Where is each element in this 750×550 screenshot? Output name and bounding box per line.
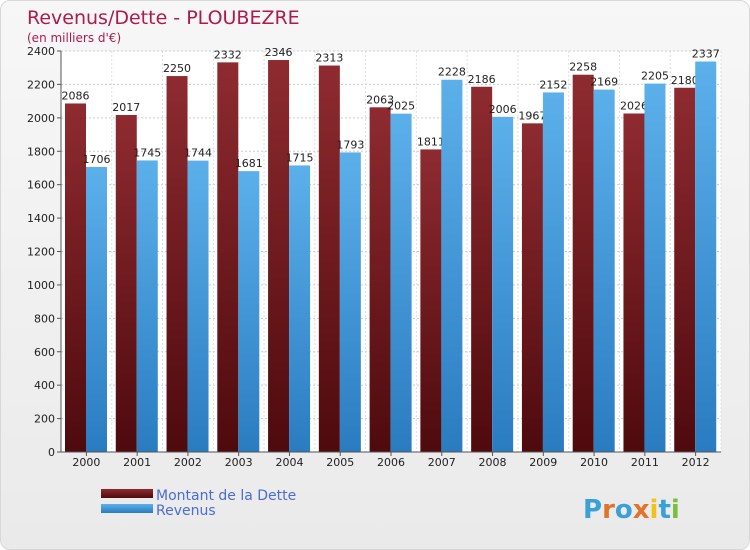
value-label-revenus-2000: 1706 [83, 153, 111, 166]
bar-revenus-2007 [441, 79, 463, 452]
y-tick-label: 1200 [27, 246, 55, 259]
value-label-debt-2010: 2258 [569, 61, 597, 74]
bar-revenus-2008 [492, 116, 514, 452]
bar-debt-2000 [65, 103, 86, 452]
y-tick-label: 1600 [27, 179, 55, 192]
bar-revenus-2003 [238, 171, 260, 452]
x-tick-label: 2012 [682, 456, 710, 469]
value-label-debt-2006: 2063 [366, 93, 394, 106]
y-tick-label: 400 [34, 379, 55, 392]
value-label-revenus-2010: 2169 [590, 76, 618, 89]
y-tick-label: 1400 [27, 212, 55, 225]
bar-debt-2005 [318, 65, 340, 452]
value-label-debt-2011: 2026 [620, 99, 648, 112]
legend: Montant de la Dette Revenus [101, 488, 296, 519]
bar-debt-2008 [471, 86, 493, 453]
value-label-debt-2003: 2332 [214, 48, 242, 61]
x-tick-label: 2007 [428, 456, 456, 469]
logo-letter: o [615, 495, 633, 525]
bar-revenus-2011 [644, 83, 666, 453]
bar-debt-2010 [572, 74, 594, 452]
x-tick-label: 2008 [479, 456, 507, 469]
x-tick-label: 2001 [123, 456, 151, 469]
bar-debt-2012 [674, 87, 696, 452]
x-tick-label: 2010 [580, 456, 608, 469]
value-label-debt-2001: 2017 [112, 101, 140, 114]
y-tick-label: 800 [34, 312, 55, 325]
x-tick-label: 2000 [72, 456, 100, 469]
legend-label-debt: Montant de la Dette [156, 488, 296, 504]
bar-revenus-2012 [695, 61, 717, 453]
bar-revenus-2006 [390, 113, 412, 452]
value-label-revenus-2001: 1745 [133, 146, 161, 159]
y-tick-label: 1800 [27, 145, 55, 158]
y-tick-label: 2200 [27, 78, 55, 91]
chart-title: Revenus/Dette - PLOUBEZRE [27, 7, 300, 29]
proxiti-logo: Proxiti [583, 495, 680, 525]
axis-layer: 0 200 400 600 800 1000 1200 1400 1600 1800 2000 220… [27, 45, 721, 469]
y-tick-label: 2400 [27, 45, 55, 58]
value-label-revenus-2005: 1793 [336, 138, 364, 151]
value-label-revenus-2012: 2337 [692, 48, 720, 61]
legend-swatch-debt [101, 489, 153, 498]
value-label-revenus-2002: 1744 [184, 147, 212, 160]
x-tick-label: 2005 [326, 456, 354, 469]
logo-letter: i [650, 495, 659, 525]
x-tick-label: 2011 [631, 456, 659, 469]
legend-label-revenus: Revenus [156, 503, 216, 519]
value-label-revenus-2007: 2228 [438, 66, 466, 79]
chart-subtitle: (en milliers d'€) [27, 31, 121, 45]
logo-letter: t [658, 495, 670, 525]
value-label-revenus-2003: 1681 [235, 157, 263, 170]
x-tick-label: 2006 [377, 456, 405, 469]
value-label-debt-2007: 1811 [417, 135, 445, 148]
bar-debt-2002 [166, 76, 188, 452]
x-tick-label: 2004 [275, 456, 303, 469]
y-tick-label: 1000 [27, 279, 55, 292]
value-label-debt-2005: 2313 [315, 52, 343, 65]
bar-revenus-2005 [339, 152, 361, 452]
value-label-revenus-2008: 2006 [489, 103, 517, 116]
bar-revenus-2002 [187, 160, 209, 452]
legend-swatch-revenus [101, 504, 153, 513]
bar-debt-2004 [268, 60, 290, 453]
y-tick-label: 600 [34, 346, 55, 359]
value-label-debt-2009: 1967 [518, 109, 546, 122]
value-label-debt-2002: 2250 [163, 62, 191, 75]
bar-debt-2009 [521, 123, 543, 453]
x-tick-label: 2003 [225, 456, 253, 469]
value-label-debt-2004: 2346 [265, 46, 293, 59]
bar-revenus-2001 [136, 160, 158, 453]
bar-layer: 2086 1706 2017 1745 2250 1744 2332 1681 2346 1715… [62, 46, 720, 453]
value-label-revenus-2011: 2205 [641, 70, 669, 83]
value-label-revenus-2009: 2152 [539, 78, 567, 91]
x-tick-label: 2002 [174, 456, 202, 469]
y-tick-label: 0 [48, 446, 55, 459]
value-label-revenus-2004: 1715 [286, 151, 314, 164]
bar-revenus-2010 [593, 89, 615, 452]
bar-revenus-2000 [86, 166, 107, 453]
logo-letter: x [633, 495, 650, 525]
y-tick-label: 200 [34, 413, 55, 426]
x-tick-label: 2009 [529, 456, 557, 469]
value-label-revenus-2006: 2025 [387, 100, 415, 113]
logo-letter: P [583, 495, 602, 525]
value-label-debt-2008: 2186 [468, 73, 496, 86]
bar-debt-2007 [420, 149, 442, 452]
bar-debt-2003 [217, 62, 239, 453]
bar-debt-2001 [115, 114, 137, 452]
bar-debt-2011 [623, 113, 645, 452]
bar-revenus-2009 [542, 92, 564, 452]
bar-debt-2006 [369, 107, 391, 453]
y-tick-label: 2000 [27, 112, 55, 125]
bar-revenus-2004 [289, 165, 311, 452]
logo-letter: i [671, 495, 680, 525]
value-label-debt-2000: 2086 [62, 89, 90, 102]
value-label-debt-2012: 2180 [671, 74, 699, 87]
logo-letter: r [602, 495, 615, 525]
